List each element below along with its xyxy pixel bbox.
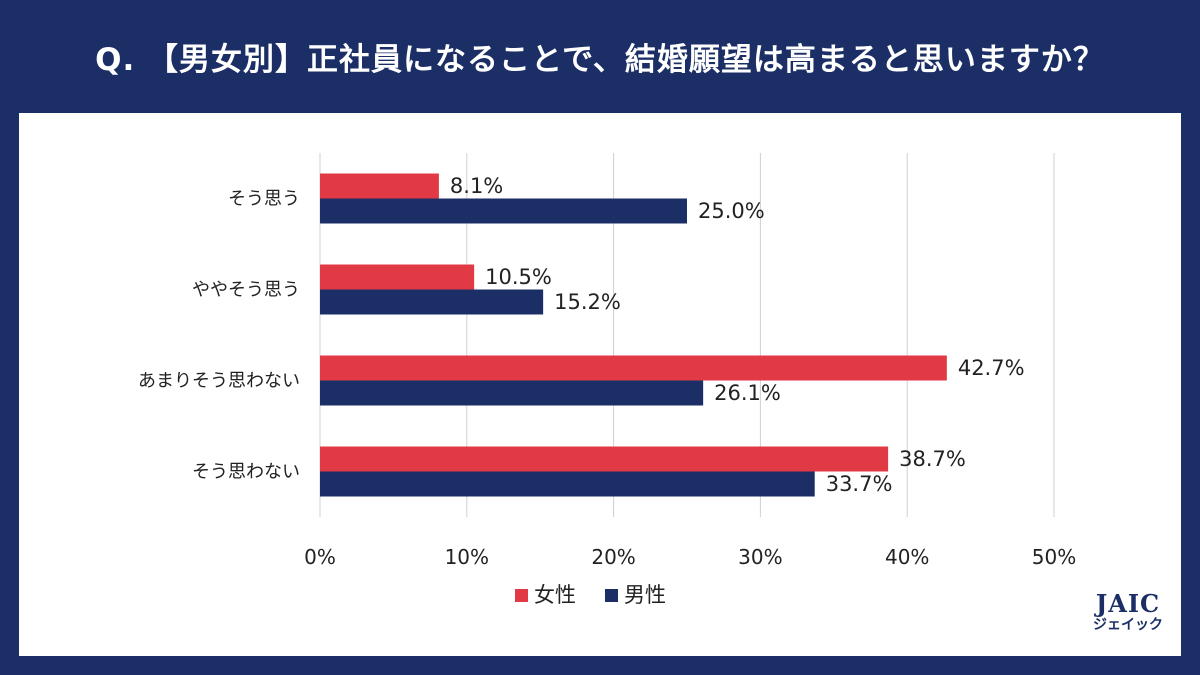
- bar-female: [320, 355, 947, 381]
- bar-female: [320, 173, 439, 199]
- x-tick-label-20: 20%: [591, 545, 635, 569]
- logo-sub-text: ジェイック: [1093, 617, 1163, 633]
- x-tick-label-0: 0%: [304, 545, 336, 569]
- x-tick-label-40: 40%: [885, 545, 929, 569]
- data-label-male: 33.7%: [826, 472, 893, 496]
- data-label-female: 10.5%: [485, 265, 552, 289]
- page-title: Q. 【男女別】正社員になることで、結婚願望は高まると思いますか？: [95, 41, 1105, 78]
- legend-label-female: 女性: [534, 583, 576, 607]
- data-label-female: 8.1%: [450, 174, 503, 198]
- x-tick-label-30: 30%: [738, 545, 782, 569]
- category-label: そう思わない: [192, 462, 300, 483]
- data-label-male: 26.1%: [714, 381, 781, 405]
- chart-panel: 0% 10% 20% 30% 40% 50% そう思う 8.1% 25.0% ややそう思う 10.5…: [19, 113, 1181, 656]
- bar-male: [320, 198, 687, 224]
- logo-main-text: JAIC: [1095, 589, 1161, 618]
- data-label-male: 25.0%: [698, 199, 765, 223]
- data-label-female: 38.7%: [899, 447, 966, 471]
- legend-swatch-male: [605, 589, 618, 602]
- jaic-logo: JAIC ジェイック: [1083, 591, 1173, 641]
- bar-male: [320, 380, 704, 406]
- bar-chart: 0% 10% 20% 30% 40% 50% そう思う 8.1% 25.0% ややそう思う 10.5…: [138, 153, 1076, 607]
- category-label: あまりそう思わない: [138, 371, 300, 392]
- data-label-female: 42.7%: [958, 356, 1025, 380]
- legend-label-male: 男性: [624, 583, 666, 607]
- data-label-male: 15.2%: [554, 290, 621, 314]
- legend-swatch-female: [515, 589, 528, 602]
- category-label: ややそう思う: [192, 280, 300, 301]
- bar-female: [320, 264, 475, 290]
- bar-female: [320, 446, 889, 472]
- bar-male: [320, 289, 544, 315]
- x-tick-label-10: 10%: [445, 545, 489, 569]
- category-label: そう思う: [228, 189, 300, 210]
- bar-male: [320, 471, 815, 497]
- x-tick-label-50: 50%: [1032, 545, 1076, 569]
